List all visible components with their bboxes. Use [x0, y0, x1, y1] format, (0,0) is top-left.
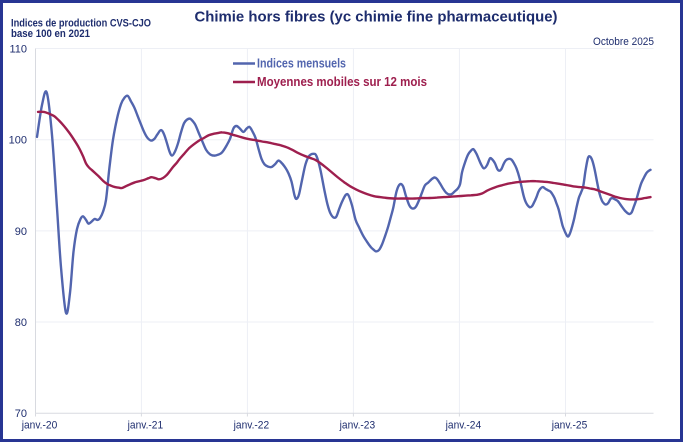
svg-text:janv.-23: janv.-23: [339, 420, 375, 432]
svg-text:90: 90: [15, 226, 27, 238]
svg-text:70: 70: [15, 408, 27, 420]
svg-text:janv.-21: janv.-21: [127, 420, 163, 432]
svg-text:janv.-22: janv.-22: [233, 420, 269, 432]
svg-text:100: 100: [9, 135, 27, 147]
svg-text:110: 110: [9, 43, 27, 55]
svg-text:80: 80: [15, 317, 27, 329]
svg-text:janv.-20: janv.-20: [21, 420, 57, 432]
svg-text:Indices de production CVS-CJO: Indices de production CVS-CJO: [11, 18, 151, 30]
svg-text:Octobre 2025: Octobre 2025: [593, 36, 654, 48]
svg-text:Moyennes mobiles sur 12 mois: Moyennes mobiles sur 12 mois: [257, 75, 427, 89]
svg-text:Indices mensuels: Indices mensuels: [257, 57, 346, 71]
svg-text:janv.-24: janv.-24: [445, 420, 481, 432]
svg-text:base 100 en 2021: base 100 en 2021: [11, 28, 90, 40]
svg-text:Chimie hors fibres (yc chimie: Chimie hors fibres (yc chimie fine pharm…: [195, 9, 558, 26]
svg-text:janv.-25: janv.-25: [551, 420, 587, 432]
